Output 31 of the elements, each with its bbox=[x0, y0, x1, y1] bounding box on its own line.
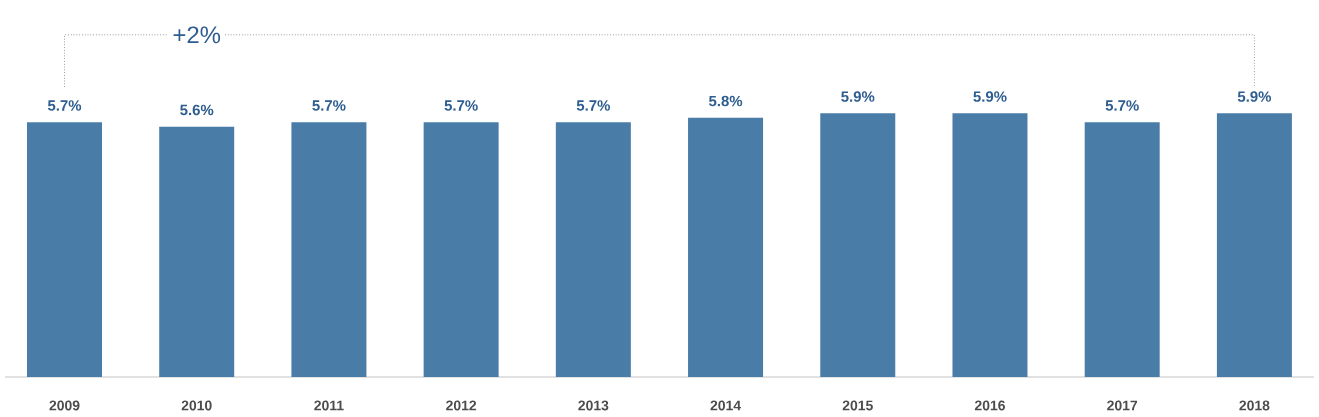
x-tick-label: 2010 bbox=[181, 400, 212, 411]
x-tick-label: 2012 bbox=[446, 400, 477, 411]
data-label: 5.7% bbox=[312, 100, 346, 111]
data-label: 5.6% bbox=[180, 104, 214, 116]
x-tick-label: 2009 bbox=[49, 400, 80, 411]
data-label: 5.7% bbox=[47, 100, 82, 111]
bar bbox=[688, 117, 764, 377]
x-tick-label: 2013 bbox=[578, 400, 609, 411]
x-tick-label: 2014 bbox=[710, 400, 741, 411]
data-label: 5.9% bbox=[973, 91, 1007, 102]
bar bbox=[1084, 122, 1160, 377]
data-label: 5.7% bbox=[576, 100, 610, 111]
bar bbox=[423, 122, 499, 377]
x-tick-label: 2017 bbox=[1107, 400, 1138, 411]
data-label: 5.7% bbox=[1105, 100, 1139, 111]
text: +2% bbox=[173, 26, 221, 44]
bar bbox=[555, 122, 631, 377]
x-tick-label: 2015 bbox=[842, 400, 873, 411]
x-tick-label: 2018 bbox=[1239, 400, 1270, 411]
x-tick-label: 2011 bbox=[314, 400, 344, 411]
data-label: 5.9% bbox=[841, 91, 875, 102]
data-label: 5.9% bbox=[1237, 91, 1272, 102]
bar bbox=[291, 122, 367, 377]
bar bbox=[820, 113, 896, 377]
bar bbox=[159, 126, 235, 377]
data-label: 5.8% bbox=[708, 95, 743, 107]
bar bbox=[1216, 113, 1292, 377]
bar bbox=[27, 122, 102, 377]
data-label: 5.7% bbox=[444, 100, 478, 111]
bar bbox=[952, 113, 1028, 377]
x-tick-label: 2016 bbox=[974, 400, 1005, 411]
